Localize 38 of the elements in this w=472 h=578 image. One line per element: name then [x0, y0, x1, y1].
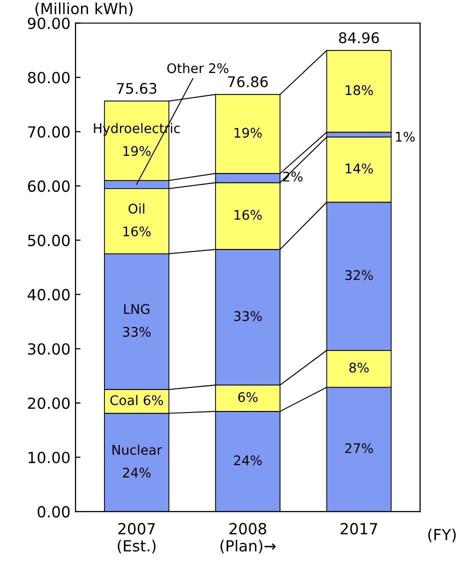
total-label: 84.96 — [339, 32, 379, 44]
total-label: 76.86 — [228, 76, 268, 88]
annotation: 24% — [122, 468, 151, 478]
total-label: 75.63 — [116, 82, 156, 94]
series-label: Oil — [128, 203, 144, 214]
x-axis-title: (FY) — [428, 528, 456, 542]
y-tick-label: 80.00 — [28, 72, 70, 84]
annotation: 27% — [345, 443, 373, 454]
annotation: 6% — [238, 392, 258, 402]
y-axis-title: (Million kWh) — [35, 2, 132, 16]
y-tick-label: 30.00 — [28, 343, 70, 355]
y-tick-label: 70.00 — [28, 126, 70, 138]
annotation: 24% — [234, 455, 262, 466]
annotation: 8% — [349, 362, 369, 373]
series-label: LNG — [124, 304, 150, 314]
annotation: 18% — [346, 85, 373, 96]
annotation: 19% — [234, 128, 262, 138]
y-tick-label: 0.00 — [38, 506, 70, 518]
y-tick-label: 90.00 — [28, 18, 70, 30]
annotation: 19% — [123, 146, 151, 156]
y-tick-label: 40.00 — [28, 288, 70, 300]
annotation: 14% — [346, 163, 373, 174]
y-tick-label: 10.00 — [28, 452, 70, 464]
text: Coal 6% — [110, 394, 164, 406]
annotation: 1% — [396, 132, 415, 142]
annotation: 33% — [122, 326, 151, 337]
x-tick-label: 2007 (Est.) — [118, 522, 156, 554]
annotation: 33% — [234, 311, 262, 322]
x-tick-label: 2017 — [340, 522, 378, 534]
y-tick-label: 20.00 — [28, 397, 70, 410]
annotation: Other 2% — [167, 62, 228, 74]
x-tick-label: 2008 (Plan)→ — [220, 522, 276, 554]
y-tick-label: 60.00 — [28, 180, 70, 192]
annotation: 16% — [123, 226, 151, 236]
annotation: 32% — [345, 270, 373, 280]
annotation: 16% — [234, 210, 262, 220]
y-tick-label: 50.00 — [28, 234, 70, 246]
series-label: Nuclear — [112, 444, 162, 455]
